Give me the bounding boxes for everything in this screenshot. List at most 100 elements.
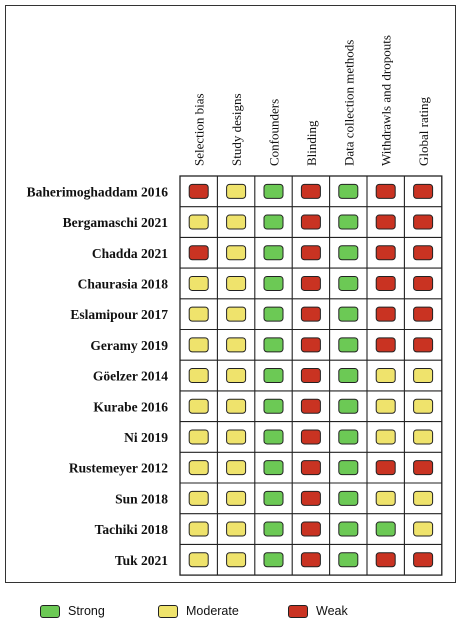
rating-cell-sun-2018-blinding-weak xyxy=(300,490,321,506)
rating-cell-chadda-2021-data-collection-methods-strong xyxy=(338,245,359,261)
column-header-global-rating: Global rating xyxy=(416,97,431,166)
rating-cell-go-elzer-2014-blinding-weak xyxy=(300,368,321,384)
legend-label-strong: Strong xyxy=(68,604,105,618)
rating-cell-chadda-2021-confounders-strong xyxy=(263,245,284,261)
rating-cell-rustemeyer-2012-data-collection-methods-strong xyxy=(338,460,359,476)
rating-cell-sun-2018-global-rating-moderate xyxy=(413,490,434,506)
column-header-data-collection-methods: Data collection methods xyxy=(341,40,356,166)
rating-cell-rustemeyer-2012-withdrawls-and-dropouts-weak xyxy=(375,460,396,476)
legend: Moderate xyxy=(158,601,239,621)
rating-cell-geramy-2019-global-rating-weak xyxy=(413,337,434,353)
rating-cell-chaurasia-2018-study-designs-moderate xyxy=(226,275,247,291)
rating-cell-bergamaschi-2021-confounders-strong xyxy=(263,214,284,230)
rating-cell-tachiki-2018-withdrawls-and-dropouts-strong xyxy=(375,521,396,537)
rating-cell-chadda-2021-withdrawls-and-dropouts-weak xyxy=(375,245,396,261)
rating-cell-tachiki-2018-confounders-strong xyxy=(263,521,284,537)
rating-cell-bergamaschi-2021-data-collection-methods-strong xyxy=(338,214,359,230)
rating-cell-sun-2018-selection-bias-moderate xyxy=(188,490,209,506)
column-header-withdrawls-and-dropouts: Withdrawls and dropouts xyxy=(379,35,394,166)
rating-cell-kurabe-2016-selection-bias-moderate xyxy=(188,398,209,414)
row-label-go-elzer-2014: Göelzer 2014 xyxy=(93,369,168,384)
rating-cell-tuk-2021-global-rating-weak xyxy=(413,552,434,568)
legend-label-moderate: Moderate xyxy=(186,604,239,618)
grid-border xyxy=(179,175,443,576)
rating-cell-chadda-2021-study-designs-moderate xyxy=(226,245,247,261)
column-header-blinding: Blinding xyxy=(304,120,319,166)
rating-cell-tuk-2021-study-designs-moderate xyxy=(226,552,247,568)
rating-cell-geramy-2019-data-collection-methods-strong xyxy=(338,337,359,353)
rating-cell-chaurasia-2018-data-collection-methods-strong xyxy=(338,275,359,291)
rating-cell-ni-2019-global-rating-moderate xyxy=(413,429,434,445)
rating-cell-tuk-2021-withdrawls-and-dropouts-weak xyxy=(375,552,396,568)
rating-cell-chadda-2021-global-rating-weak xyxy=(413,245,434,261)
rating-cell-eslamipour-2017-confounders-strong xyxy=(263,306,284,322)
row-label-rustemeyer-2012: Rustemeyer 2012 xyxy=(69,461,168,476)
rating-cell-chadda-2021-selection-bias-weak xyxy=(188,245,209,261)
row-label-bergamaschi-2021: Bergamaschi 2021 xyxy=(63,215,169,230)
rating-cell-rustemeyer-2012-selection-bias-moderate xyxy=(188,460,209,476)
rating-cell-go-elzer-2014-withdrawls-and-dropouts-moderate xyxy=(375,368,396,384)
rating-cell-baherimoghaddam-2016-blinding-weak xyxy=(300,183,321,199)
rating-cell-geramy-2019-withdrawls-and-dropouts-weak xyxy=(375,337,396,353)
rating-cell-geramy-2019-study-designs-moderate xyxy=(226,337,247,353)
rating-cell-bergamaschi-2021-withdrawls-and-dropouts-weak xyxy=(375,214,396,230)
rating-cell-baherimoghaddam-2016-data-collection-methods-strong xyxy=(338,183,359,199)
column-header-selection-bias: Selection bias xyxy=(192,93,207,166)
rating-cell-eslamipour-2017-withdrawls-and-dropouts-weak xyxy=(375,306,396,322)
rating-cell-chadda-2021-blinding-weak xyxy=(300,245,321,261)
rating-cell-baherimoghaddam-2016-confounders-strong xyxy=(263,183,284,199)
row-label-ni-2019: Ni 2019 xyxy=(124,430,168,445)
rating-cell-bergamaschi-2021-blinding-weak xyxy=(300,214,321,230)
rating-cell-tachiki-2018-global-rating-moderate xyxy=(413,521,434,537)
legend-swatch-weak xyxy=(288,604,308,618)
rating-cell-geramy-2019-blinding-weak xyxy=(300,337,321,353)
column-header-study-designs: Study designs xyxy=(229,93,244,166)
legend: Weak xyxy=(288,601,348,621)
rating-cell-ni-2019-selection-bias-moderate xyxy=(188,429,209,445)
rating-cell-kurabe-2016-confounders-strong xyxy=(263,398,284,414)
rating-cell-go-elzer-2014-confounders-strong xyxy=(263,368,284,384)
rating-cell-rustemeyer-2012-blinding-weak xyxy=(300,460,321,476)
rating-cell-ni-2019-withdrawls-and-dropouts-moderate xyxy=(375,429,396,445)
rating-cell-go-elzer-2014-selection-bias-moderate xyxy=(188,368,209,384)
rating-cell-chaurasia-2018-selection-bias-moderate xyxy=(188,275,209,291)
rating-cell-bergamaschi-2021-study-designs-moderate xyxy=(226,214,247,230)
row-label-eslamipour-2017: Eslamipour 2017 xyxy=(70,307,168,322)
rating-cell-tuk-2021-selection-bias-moderate xyxy=(188,552,209,568)
row-label-tachiki-2018: Tachiki 2018 xyxy=(95,522,169,537)
rating-cell-kurabe-2016-withdrawls-and-dropouts-moderate xyxy=(375,398,396,414)
rating-cell-eslamipour-2017-blinding-weak xyxy=(300,306,321,322)
rating-cell-kurabe-2016-data-collection-methods-strong xyxy=(338,398,359,414)
rating-cell-tachiki-2018-blinding-weak xyxy=(300,521,321,537)
rating-cell-sun-2018-withdrawls-and-dropouts-moderate xyxy=(375,490,396,506)
rating-cell-chaurasia-2018-global-rating-weak xyxy=(413,275,434,291)
rating-cell-go-elzer-2014-data-collection-methods-strong xyxy=(338,368,359,384)
legend-swatch-strong xyxy=(40,604,60,618)
row-label-chadda-2021: Chadda 2021 xyxy=(92,246,168,261)
rating-cell-baherimoghaddam-2016-global-rating-weak xyxy=(413,183,434,199)
rating-cell-go-elzer-2014-global-rating-moderate xyxy=(413,368,434,384)
rating-cell-go-elzer-2014-study-designs-moderate xyxy=(226,368,247,384)
rating-cell-tuk-2021-confounders-strong xyxy=(263,552,284,568)
rating-cell-sun-2018-confounders-strong xyxy=(263,490,284,506)
rating-cell-tachiki-2018-selection-bias-moderate xyxy=(188,521,209,537)
rating-cell-tuk-2021-blinding-weak xyxy=(300,552,321,568)
rating-cell-geramy-2019-selection-bias-moderate xyxy=(188,337,209,353)
rating-cell-rustemeyer-2012-global-rating-weak xyxy=(413,460,434,476)
legend: Strong xyxy=(40,601,105,621)
rating-cell-ni-2019-blinding-weak xyxy=(300,429,321,445)
rating-cell-eslamipour-2017-global-rating-weak xyxy=(413,306,434,322)
rating-cell-kurabe-2016-study-designs-moderate xyxy=(226,398,247,414)
rating-cell-bergamaschi-2021-global-rating-weak xyxy=(413,214,434,230)
legend-swatch-moderate xyxy=(158,604,178,618)
row-label-sun-2018: Sun 2018 xyxy=(115,491,168,506)
rating-cell-rustemeyer-2012-study-designs-moderate xyxy=(226,460,247,476)
rating-cell-baherimoghaddam-2016-study-designs-moderate xyxy=(226,183,247,199)
rating-cell-eslamipour-2017-study-designs-moderate xyxy=(226,306,247,322)
row-label-chaurasia-2018: Chaurasia 2018 xyxy=(78,276,169,291)
chart-frame xyxy=(5,5,456,583)
row-label-baherimoghaddam-2016: Baherimoghaddam 2016 xyxy=(27,184,169,199)
quality-assessment-grid: Selection bias Study designs Confounders Bl… xyxy=(27,35,443,576)
rating-cell-bergamaschi-2021-selection-bias-moderate xyxy=(188,214,209,230)
rating-cell-baherimoghaddam-2016-selection-bias-weak xyxy=(188,183,209,199)
